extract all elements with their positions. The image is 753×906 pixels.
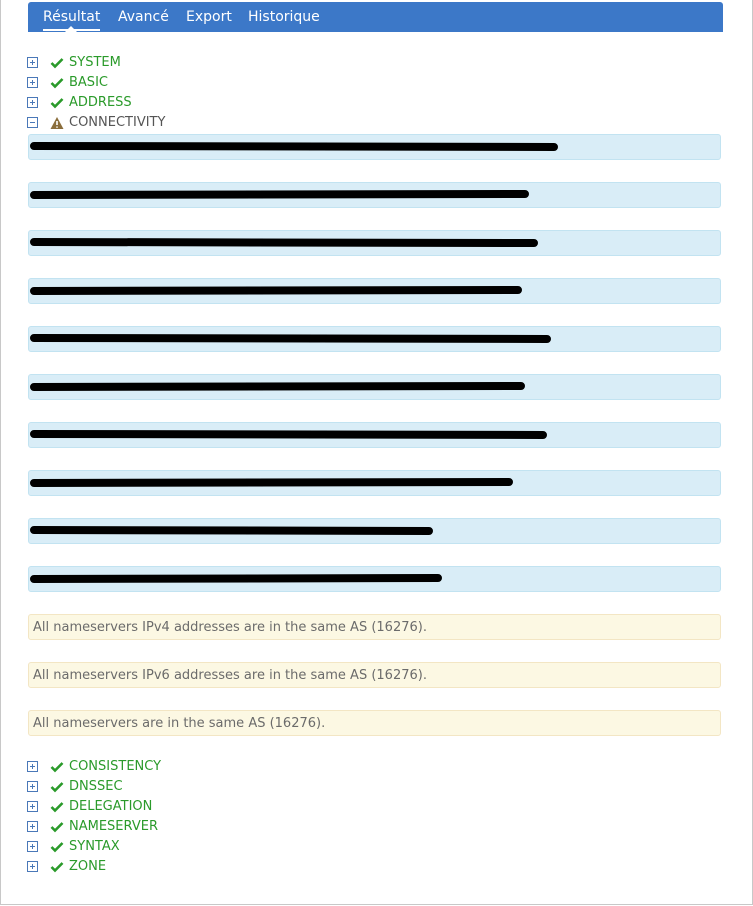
status-ok-icon xyxy=(50,78,64,89)
status-ok-icon xyxy=(50,762,64,773)
info-message xyxy=(28,326,721,352)
info-message xyxy=(28,134,721,160)
section-label: ADDRESS xyxy=(69,95,132,110)
status-ok-icon xyxy=(50,822,64,833)
tab[interactable]: Historique xyxy=(248,9,320,25)
status-ok-icon xyxy=(50,58,64,69)
toggle-icon[interactable] xyxy=(26,840,40,854)
status-ok-icon xyxy=(50,802,64,813)
redaction xyxy=(30,190,529,199)
info-message xyxy=(28,278,721,304)
warning-message: All nameservers IPv6 addresses are in th… xyxy=(28,662,721,688)
toggle-icon[interactable] xyxy=(26,76,40,90)
toggle-icon[interactable] xyxy=(26,860,40,874)
warning-text: All nameservers IPv4 addresses are in th… xyxy=(33,620,427,635)
section-label: CONSISTENCY xyxy=(69,759,162,774)
status-warning-icon xyxy=(50,117,64,129)
redaction xyxy=(30,334,551,343)
redaction xyxy=(30,574,442,583)
info-message xyxy=(28,374,721,400)
redaction xyxy=(30,430,547,439)
redaction xyxy=(30,238,538,247)
section-label: CONNECTIVITY xyxy=(69,115,166,130)
toggle-icon[interactable] xyxy=(26,56,40,70)
warning-text: All nameservers IPv6 addresses are in th… xyxy=(33,668,427,683)
status-ok-icon xyxy=(50,98,64,109)
status-ok-icon xyxy=(50,782,64,793)
warning-text: All nameservers are in the same AS (1627… xyxy=(33,716,326,731)
redaction xyxy=(30,382,525,391)
status-ok-icon xyxy=(50,862,64,873)
info-message xyxy=(28,230,721,256)
section-label: SYNTAX xyxy=(69,839,120,854)
section-label: NAMESERVER xyxy=(69,819,158,834)
tab[interactable]: Avancé xyxy=(118,9,169,25)
active-tab-caret xyxy=(65,26,77,32)
warning-message: All nameservers are in the same AS (1627… xyxy=(28,710,721,736)
redaction xyxy=(30,478,513,487)
info-message xyxy=(28,422,721,448)
info-message xyxy=(28,566,721,592)
section-label: ZONE xyxy=(69,859,107,874)
toggle-icon[interactable] xyxy=(26,820,40,834)
tab-bar: Résultat Avancé Export Historique xyxy=(28,2,723,32)
info-message xyxy=(28,518,721,544)
redaction xyxy=(30,286,522,295)
tab[interactable]: Export xyxy=(186,9,232,25)
toggle-icon[interactable] xyxy=(26,800,40,814)
toggle-icon[interactable] xyxy=(26,96,40,110)
status-ok-icon xyxy=(50,842,64,853)
redaction xyxy=(30,526,433,535)
section-label: SYSTEM xyxy=(69,55,121,70)
section-label: DNSSEC xyxy=(69,779,123,794)
warning-message: All nameservers IPv4 addresses are in th… xyxy=(28,614,721,640)
section-label: DELEGATION xyxy=(69,799,153,814)
toggle-icon[interactable] xyxy=(26,780,40,794)
info-message xyxy=(28,182,721,208)
toggle-icon[interactable] xyxy=(26,760,40,774)
redaction xyxy=(30,142,558,151)
section-label: BASIC xyxy=(69,75,108,90)
info-message xyxy=(28,470,721,496)
toggle-icon[interactable] xyxy=(26,116,40,130)
